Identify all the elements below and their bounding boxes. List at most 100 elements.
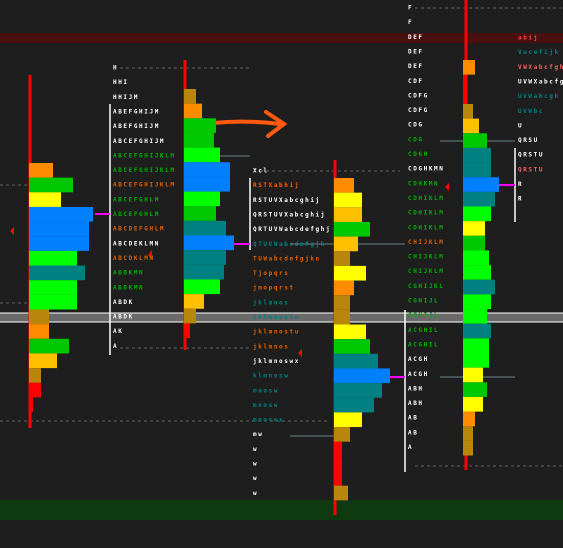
profile-bar bbox=[184, 147, 220, 163]
tpo-letters: U bbox=[518, 122, 523, 129]
tpo-letters: mnosw bbox=[253, 402, 279, 409]
band-grey bbox=[0, 313, 563, 322]
profile-bar bbox=[334, 236, 358, 252]
profile-bar bbox=[334, 178, 354, 193]
tpo-letters: ABDKMN bbox=[113, 284, 144, 291]
profile-bar bbox=[463, 206, 491, 222]
tpo-letters: CDHIKLM bbox=[408, 195, 445, 202]
profile-bar bbox=[184, 220, 226, 236]
profile-bar bbox=[334, 397, 374, 413]
profile-bar bbox=[29, 163, 53, 178]
profile-bar bbox=[29, 236, 89, 251]
profile-bar bbox=[463, 147, 491, 163]
profile-bar bbox=[184, 206, 216, 221]
tpo-letters: R bbox=[518, 181, 523, 188]
profile-bar bbox=[184, 132, 214, 148]
tpo-letters: Vacefijk bbox=[518, 49, 560, 56]
profile-bar bbox=[334, 251, 350, 266]
profile-bar bbox=[463, 235, 485, 251]
profile-bar bbox=[29, 353, 57, 369]
tpo-letters: ABDKMN bbox=[113, 270, 144, 277]
tpo-letters: CDHIKLM bbox=[408, 210, 445, 217]
profile-bar bbox=[334, 221, 370, 237]
profile-bar bbox=[463, 426, 473, 441]
profile-bar bbox=[334, 192, 362, 208]
profile-bar bbox=[29, 177, 73, 193]
tpo-letters: AB bbox=[408, 429, 418, 436]
tpo-letters: w bbox=[253, 446, 258, 453]
tpo-letters: A bbox=[113, 343, 118, 350]
tpo-letters: CDG bbox=[408, 122, 424, 129]
tpo-letters: CGHIJKL bbox=[408, 283, 445, 290]
tpo-letters: TUWabcdefgjkn bbox=[253, 255, 321, 262]
tpo-letters: CDFG bbox=[408, 107, 429, 114]
tpo-letters: ACGHIL bbox=[408, 341, 439, 348]
tpo-letters: QRSTU bbox=[518, 166, 544, 173]
profile-bar bbox=[184, 162, 230, 177]
tpo-letters: CDF bbox=[408, 78, 424, 85]
tpo-letters: DEF bbox=[408, 63, 424, 70]
band-green bbox=[0, 500, 563, 520]
profile-bar bbox=[334, 295, 350, 310]
tpo-letters: ABCEFGHIJM bbox=[113, 138, 165, 145]
profile-bar bbox=[334, 324, 366, 340]
tpo-letters: CDGH bbox=[408, 151, 429, 158]
tpo-letters: ABCEFGHIJKLM bbox=[113, 152, 176, 159]
profile-bar bbox=[334, 207, 362, 222]
profile-bar bbox=[463, 279, 495, 295]
profile-bar bbox=[184, 250, 226, 265]
tpo-letters: ACGH bbox=[408, 356, 429, 363]
profile-bar bbox=[29, 192, 61, 207]
tpo-letters: mw bbox=[253, 431, 263, 438]
tpo-letters: ABEFGHIJM bbox=[113, 123, 160, 130]
profile-bar bbox=[334, 485, 348, 501]
tpo-letters: klmnosw bbox=[253, 373, 290, 380]
profile-bar bbox=[184, 264, 224, 280]
tpo-letters: Tjopqrs bbox=[253, 270, 290, 277]
tpo-letters: CHIJKLM bbox=[408, 254, 445, 261]
profile-bar bbox=[463, 74, 467, 90]
tpo-letters: CGHIJL bbox=[408, 298, 439, 305]
tpo-letters: w bbox=[253, 461, 258, 468]
profile-bar bbox=[184, 308, 196, 324]
poc-markers bbox=[95, 184, 515, 378]
profile-bar bbox=[29, 250, 77, 266]
profile-bar bbox=[334, 280, 354, 296]
tpo-letters: CDHKMN bbox=[408, 180, 439, 187]
tpo-letters: ABDK bbox=[113, 299, 134, 306]
profile-bar bbox=[463, 133, 487, 148]
tpo-letters: CHIJKLM bbox=[408, 268, 445, 275]
profile-bar bbox=[334, 353, 378, 369]
tpo-letters: jklmnos bbox=[253, 299, 290, 306]
profile-bar bbox=[184, 235, 234, 251]
profile-bar bbox=[463, 221, 485, 236]
profile-bar bbox=[184, 279, 220, 295]
tpo-letters: jklmnostu bbox=[253, 329, 300, 336]
tpo-letters: jklmnos bbox=[253, 343, 290, 350]
tpo-letters: UVWXabcfg bbox=[518, 78, 563, 85]
tpo-letters: QRSTU bbox=[518, 152, 544, 159]
profile-bar bbox=[184, 323, 190, 339]
tpo-letters: UVWbc bbox=[518, 108, 544, 115]
tpo-letters: jklmnoswx bbox=[253, 358, 300, 365]
tpo-letters: Xcl bbox=[253, 168, 269, 175]
profile-bar bbox=[463, 60, 475, 75]
profile-bar bbox=[334, 368, 390, 384]
profile-bar bbox=[334, 265, 366, 281]
profile-bar bbox=[463, 118, 479, 134]
profile-bar bbox=[29, 368, 41, 383]
profile-bar bbox=[463, 250, 489, 266]
tpo-letters: CHIJKLM bbox=[408, 239, 445, 246]
profile-bar bbox=[29, 309, 49, 325]
profile-bar bbox=[334, 383, 382, 398]
profile-bar bbox=[334, 471, 342, 486]
tpo-letters: ABEFGHIJM bbox=[113, 108, 160, 115]
profile-bar bbox=[29, 397, 33, 413]
profile-bar bbox=[184, 89, 196, 104]
tpo-letters: ABCDKLMN bbox=[113, 255, 155, 262]
markers bbox=[10, 183, 449, 357]
profile-bar bbox=[463, 382, 487, 397]
tpo-letters: ABCDEFGHLM bbox=[113, 226, 165, 233]
tpo-letters: HHIJM bbox=[113, 94, 139, 101]
